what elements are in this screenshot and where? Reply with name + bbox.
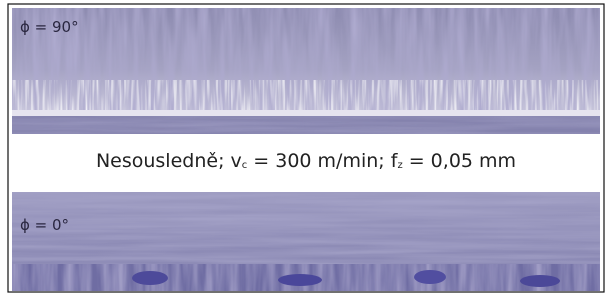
- caption-text: = 300 m/min; f: [247, 150, 397, 172]
- page: ϕ = 90° ϕ = 0° Nesousledně; vc = 300 m/m…: [0, 0, 612, 298]
- caption-text: Nesousledně; v: [96, 150, 242, 172]
- caption: Nesousledně; vc = 300 m/min; fz = 0,05 m…: [10, 150, 602, 172]
- top-micrograph: [12, 8, 600, 134]
- caption-text: = 0,05 mm: [403, 150, 516, 172]
- panel-label: ϕ = 90°: [20, 18, 79, 36]
- bottom-micrograph: [12, 192, 600, 291]
- figure: [0, 0, 612, 298]
- panel-label: ϕ = 0°: [20, 216, 69, 234]
